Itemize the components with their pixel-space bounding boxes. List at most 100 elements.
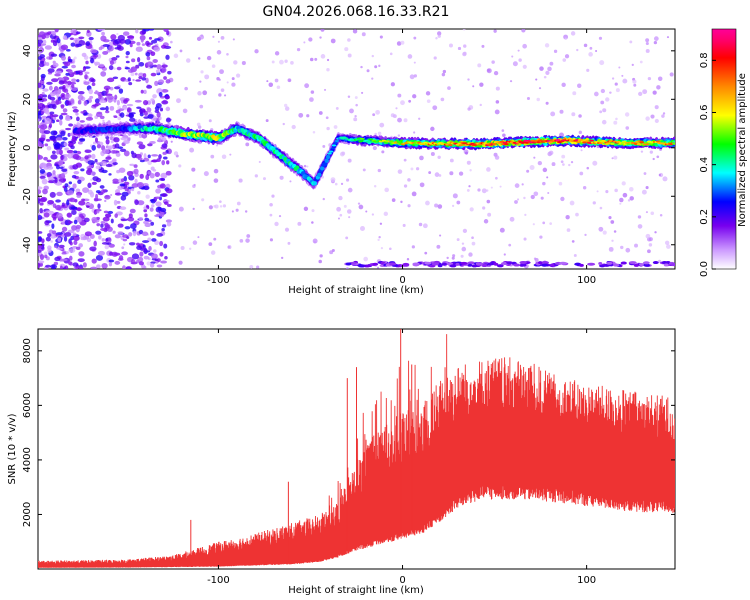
speckle	[600, 88, 606, 94]
noise-blob	[107, 237, 112, 243]
speckle	[544, 43, 550, 48]
noise-blob	[128, 213, 133, 219]
band-blob	[612, 263, 620, 267]
noise-blob	[55, 199, 61, 203]
noise-blob	[91, 258, 97, 264]
noise-blob	[52, 62, 59, 68]
ridge-cell	[325, 154, 331, 160]
speckle	[495, 176, 498, 180]
speckle	[633, 83, 637, 87]
ridge-cell	[320, 166, 325, 171]
speckle	[582, 186, 587, 190]
noise-blob	[53, 86, 59, 92]
speckle	[216, 50, 222, 55]
speckle	[104, 244, 110, 250]
noise-blob	[51, 103, 57, 110]
speckle	[428, 171, 432, 174]
ridge-cell	[359, 137, 365, 140]
band-blob	[652, 261, 659, 265]
speckle	[647, 76, 652, 81]
speckle	[533, 156, 536, 159]
speckle	[550, 111, 556, 117]
band-blob	[412, 263, 420, 267]
speckle	[67, 185, 71, 188]
noise-blob	[115, 55, 120, 58]
noise-blob	[76, 79, 80, 83]
speckle	[334, 182, 338, 186]
noise-blob	[162, 156, 168, 160]
noise-blob	[45, 210, 52, 213]
noise-blob	[127, 77, 131, 82]
noise-blob	[59, 114, 64, 120]
noise-blob	[113, 115, 118, 119]
noise-blob	[38, 39, 44, 44]
noise-blob	[60, 44, 69, 51]
speckle	[236, 201, 241, 206]
speckle	[199, 104, 204, 109]
noise-blob	[71, 87, 78, 92]
speckle	[599, 206, 603, 210]
speckle	[579, 171, 584, 176]
noise-blob	[50, 232, 57, 239]
speckle	[102, 119, 105, 122]
speckle	[204, 74, 210, 80]
speckle	[662, 176, 668, 182]
noise-blob	[120, 137, 128, 141]
noise-blob	[111, 56, 118, 61]
noise-blob	[105, 213, 111, 218]
band-blob	[460, 261, 468, 265]
speckle	[218, 93, 222, 97]
band-blob	[449, 264, 457, 268]
speckle	[625, 126, 630, 130]
noise-blob	[150, 159, 158, 163]
noise-blob	[165, 219, 173, 223]
speckle	[598, 226, 604, 232]
speckle	[290, 60, 294, 65]
noise-blob	[74, 266, 79, 269]
noise-blob	[43, 212, 50, 218]
ridge-cell	[555, 139, 561, 142]
speckle	[201, 198, 205, 202]
noise-blob	[115, 152, 121, 157]
band-blob	[559, 261, 567, 265]
speckle	[547, 192, 550, 195]
speckle	[208, 205, 213, 210]
speckle	[625, 247, 631, 253]
noise-blob	[77, 141, 83, 145]
noise-blob	[114, 86, 121, 90]
noise-blob	[60, 258, 68, 262]
speckle	[101, 31, 105, 36]
speckle	[329, 250, 334, 255]
noise-blob	[57, 237, 62, 242]
speckle	[319, 254, 323, 258]
noise-blob	[105, 110, 110, 114]
noise-blob	[166, 221, 172, 227]
ridge-cell	[334, 140, 340, 143]
band-blob	[538, 261, 543, 265]
speckle	[446, 256, 449, 260]
speckle	[469, 207, 474, 212]
speckle	[208, 242, 213, 247]
speckle	[202, 90, 208, 96]
noise-blob	[51, 150, 56, 154]
speckle	[632, 79, 637, 84]
speckle	[130, 72, 135, 77]
speckle	[424, 251, 428, 255]
speckle	[419, 155, 424, 161]
noise-blob	[42, 88, 49, 92]
speckle	[664, 240, 670, 245]
speckle	[90, 178, 93, 181]
speckle	[349, 108, 354, 114]
band-blob	[628, 261, 637, 265]
speckle	[666, 244, 671, 249]
noise-blob	[58, 244, 65, 248]
noise-blob	[101, 189, 106, 194]
noise-blob	[119, 148, 127, 152]
speckle	[213, 178, 219, 183]
speckle	[199, 34, 205, 40]
speckle	[363, 256, 369, 262]
ridge-cell	[648, 142, 653, 145]
noise-blob	[38, 244, 43, 249]
noise-blob	[110, 34, 117, 41]
noise-blob	[95, 190, 101, 194]
